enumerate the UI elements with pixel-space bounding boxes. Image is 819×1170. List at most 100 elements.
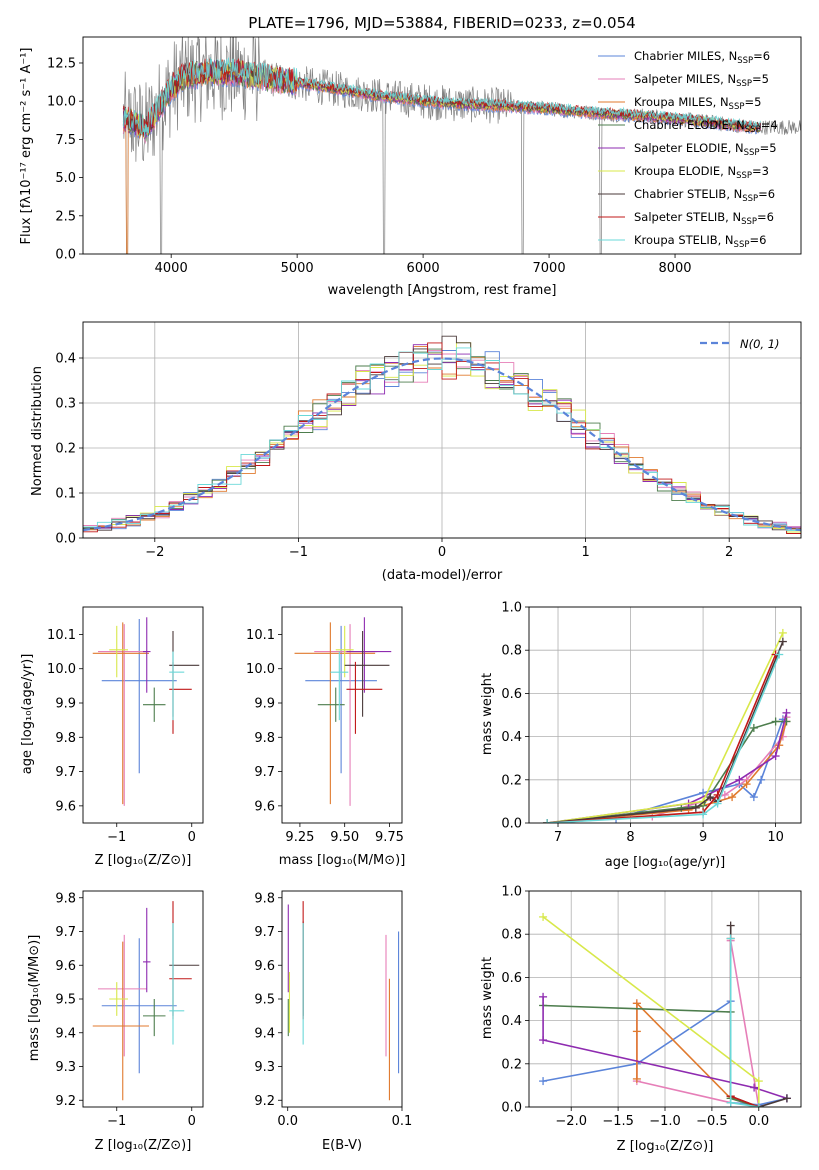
residuals-gaussian-curve (83, 357, 801, 532)
mass-vs-ebv-ytick-label-5: 9.7 (254, 925, 275, 940)
mass-vs-ebv-ytick-label-2: 9.4 (254, 1026, 275, 1041)
mass-weight-vs-z-xtick-label-4: 0.0 (748, 1114, 769, 1129)
mass-weight-vs-age-ytick-label-4: 0.8 (501, 644, 522, 659)
spectrum-ylabel: Flux [fλ10⁻¹⁷ erg cm⁻² s⁻¹ A⁻¹] (19, 48, 34, 245)
age-vs-mass-xtick-label-0: 9.25 (285, 830, 314, 845)
residuals-frame (82, 321, 802, 539)
spectrum-xtick-label-0: 4000 (155, 261, 188, 276)
mass-vs-z-plot: −1 0 9.2 9.3 9.4 9.5 9.6 9.7 9.8 (55, 890, 204, 1129)
mass-weight-vs-age-marker-8-2 (713, 799, 722, 808)
residuals-ytick-label-0: 0.0 (55, 532, 76, 547)
spectrum-frame (82, 36, 802, 255)
residuals-xtick-label-2: 0 (438, 545, 446, 560)
mass-weight-vs-age-marker-6-2 (706, 793, 715, 802)
spectrum-legend-value-8: =6 (749, 233, 766, 247)
age-vs-z-xtick-label-0: −1 (107, 830, 126, 845)
age-vs-mass-ytick-label-3: 9.9 (254, 697, 275, 712)
mass-weight-vs-age-marker-7-2 (713, 790, 722, 799)
mass-weight-vs-age-ytick-label-3: 0.6 (501, 687, 522, 702)
mass-vs-z-frame (82, 890, 204, 1108)
mass-weight-vs-age-marker-1-2 (720, 790, 729, 799)
spectrum-legend-value-1: =5 (752, 72, 769, 86)
mass-weight-vs-age-marker-6-4 (778, 637, 787, 646)
mass-weight-vs-z-xtick-label-1: −1.5 (602, 1114, 634, 1129)
mass-vs-z-xtick-label-1: 0 (188, 1114, 196, 1129)
mass-vs-ebv-frame (281, 890, 403, 1108)
mass-weight-vs-z-line-2 (636, 1001, 760, 1107)
residuals-panel: (data-model)/error Normed distribution −… (30, 321, 802, 583)
mass-weight-vs-age-ytick-label-2: 0.4 (501, 730, 522, 745)
mass-weight-vs-age-marker-4-3 (771, 752, 780, 761)
spectrum-legend-sub-5: SSP (736, 171, 752, 181)
mass-weight-vs-z-marker-5-1 (754, 1077, 763, 1086)
mass-vs-ebv-plot: 0.0 0.1 9.2 9.3 9.4 9.5 9.6 9.7 9.8 (254, 890, 412, 1129)
mass-weight-vs-z-frame (528, 890, 802, 1108)
spectrum-legend-label-6: Chabrier STELIB, NSSP=6 (634, 187, 775, 204)
spectrum-marks (122, 37, 801, 254)
spectrum-panel: PLATE=1796, MJD=53884, FIBERID=0233, z=0… (19, 14, 802, 298)
mass-weight-vs-age-marker-6-1 (691, 803, 700, 812)
spectrum-ytick-label-4: 10.0 (47, 95, 76, 110)
mass-weight-vs-z-marker-8-2 (754, 1103, 763, 1107)
age-vs-mass-panel: mass [log₁₀(M/M⊙)] 9.25 9.50 9.75 9.6 9.7 9.8… (246, 606, 405, 868)
spectrum-xtick-label-1: 5000 (281, 261, 314, 276)
residuals-ytick-label-2: 0.2 (55, 442, 76, 457)
mass-vs-ebv-ytick-label-4: 9.6 (254, 959, 275, 974)
mass-weight-vs-z-ytick-label-1: 0.2 (501, 1057, 522, 1072)
spectrum-xtick-label-4: 8000 (658, 261, 691, 276)
spectrum-legend-label-5: Kroupa ELODIE, NSSP=3 (634, 164, 769, 181)
mass-weight-vs-z-ytick-label-0: 0.0 (501, 1101, 522, 1116)
residuals-xlabel: (data-model)/error (382, 568, 503, 583)
mass-weight-vs-age-ytick-label-1: 0.2 (501, 773, 522, 788)
age-vs-z-ytick-label-1: 9.7 (55, 765, 76, 780)
spectrum-model-kroupa-miles (122, 61, 762, 254)
mass-vs-ebv-ytick-label-3: 9.5 (254, 993, 275, 1008)
spectrum-legend-label-0: Chabrier MILES, NSSP=6 (634, 49, 770, 66)
mass-weight-vs-age-marks (543, 628, 791, 823)
mass-weight-vs-z-marker-8-1 (726, 1098, 735, 1107)
mass-vs-ebv-ytick-label-0: 9.2 (254, 1094, 275, 1109)
spectrum-title: PLATE=1796, MJD=53884, FIBERID=0233, z=0… (248, 14, 635, 32)
age-vs-z-ytick-label-2: 9.8 (55, 731, 76, 746)
mass-weight-vs-z-marker-6-0 (726, 921, 735, 930)
residuals-ytick-label-1: 0.1 (55, 487, 76, 502)
mass-weight-vs-age-marker-3-3 (749, 723, 758, 732)
mass-weight-vs-age-ytick-label-0: 0.0 (501, 817, 522, 832)
age-vs-mass-plot: 9.25 9.50 9.75 9.6 9.7 9.8 9.9 10.0 10.1 (246, 606, 404, 845)
spectrum-legend-label-4: Salpeter ELODIE, NSSP=5 (634, 141, 777, 158)
mass-weight-vs-z-marker-6-3 (782, 1094, 791, 1103)
age-vs-z-frame (82, 606, 204, 824)
age-vs-z-xlabel: Z [log₁₀(Z/Z⊙)] (95, 853, 192, 868)
spectrum-legend-sub-0: SSP (737, 56, 753, 66)
mass-weight-vs-z-xtick-label-3: −0.5 (696, 1114, 728, 1129)
mass-weight-vs-z-marker-4-0 (539, 992, 548, 1001)
spectrum-legend-label-2: Kroupa MILES, NSSP=5 (634, 95, 761, 112)
mass-weight-vs-z-panel: Z [log₁₀(Z/Z⊙)] mass weight −2.0 −1.5 −1.0… (480, 885, 802, 1154)
residuals-ytick-label-3: 0.3 (55, 397, 76, 412)
age-vs-z-ytick-label-3: 9.9 (55, 697, 76, 712)
mass-vs-z-ytick-label-3: 9.5 (55, 993, 76, 1008)
mass-vs-z-marks (92, 901, 200, 1101)
residuals-xtick-label-4: 2 (725, 545, 733, 560)
mass-vs-ebv-xlabel: E(B-V) (322, 1138, 362, 1153)
spectrum-ytick-label-5: 12.5 (47, 56, 76, 71)
mass-vs-z-ytick-label-4: 9.6 (55, 959, 76, 974)
mass-weight-vs-z-xtick-label-2: −1.0 (649, 1114, 681, 1129)
spectrum-legend-label-1: Salpeter MILES, NSSP=5 (634, 72, 769, 89)
mass-weight-vs-z-ytick-label-3: 0.6 (501, 971, 522, 986)
age-vs-z-ylabel: age [log₁₀(age/yr)] (20, 654, 35, 775)
age-vs-mass-ytick-label-1: 9.7 (254, 765, 275, 780)
spectrum-legend-sub-3: SSP (745, 125, 761, 135)
spectrum-legend-value-0: =6 (753, 49, 770, 63)
spectrum-legend-sub-2: SSP (729, 102, 745, 112)
spectrum-ytick-label-3: 7.5 (55, 133, 76, 148)
mass-vs-z-ytick-label-5: 9.7 (55, 925, 76, 940)
spectrum-ytick-label-2: 5.0 (55, 171, 76, 186)
spectrum-xtick-label-3: 7000 (533, 261, 566, 276)
mass-weight-vs-z-ytick-label-4: 0.8 (501, 928, 522, 943)
mass-vs-ebv-panel: E(B-V) 0.0 0.1 9.2 9.3 9.4 9.5 9.6 9.7 9.8 (254, 890, 412, 1153)
mass-weight-vs-age-xlabel: age [log₁₀(age/yr)] (605, 855, 726, 870)
residuals-xtick-label-0: −2 (145, 545, 164, 560)
residuals-xtick-label-1: −1 (289, 545, 308, 560)
spectrum-legend-sub-4: SSP (744, 148, 760, 158)
